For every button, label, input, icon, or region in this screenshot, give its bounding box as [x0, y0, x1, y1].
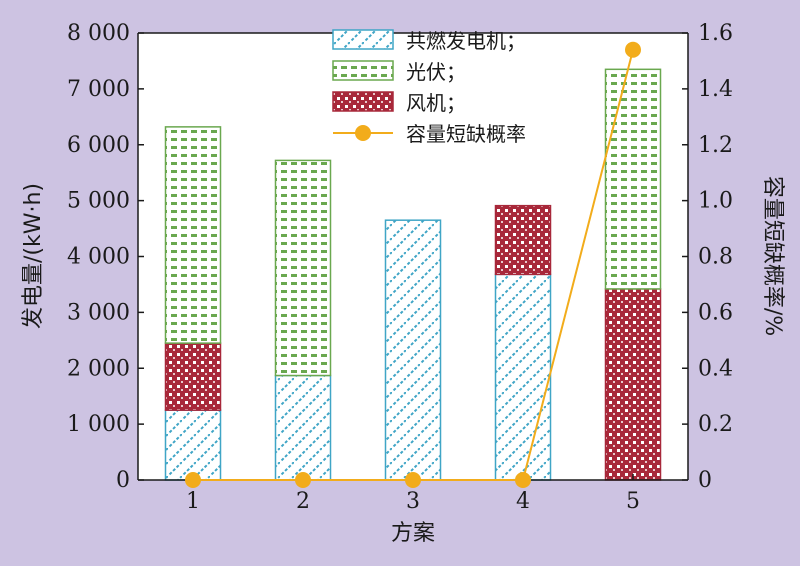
y-axis-right-title: 容量短缺概率/%	[760, 176, 785, 336]
legend-swatch-checker	[332, 91, 394, 112]
bar-diagonal-2	[274, 374, 332, 481]
shortage-point-2	[295, 472, 311, 488]
y-right-tick-label: 1.0	[698, 189, 733, 214]
y-right-tick-label: 0.6	[698, 300, 733, 325]
y-right-tick-label: 0.4	[698, 356, 733, 381]
x-axis-title: 方案	[391, 521, 435, 546]
bar-diagonal-4	[494, 273, 552, 481]
bar-dash-1	[164, 126, 222, 344]
y-left-tick-label: 0	[116, 468, 130, 493]
legend-swatch-diagonal	[332, 29, 394, 50]
bar-diagonal-1	[164, 409, 222, 481]
y-axis-left-title: 发电量/(kW·h)	[21, 183, 46, 329]
legend-label: 容量短缺概率	[406, 122, 526, 146]
legend-swatch-marker	[355, 125, 371, 141]
bar-checker-1	[164, 342, 222, 411]
bar-dash-2	[274, 159, 332, 377]
y-left-tick-label: 3 000	[67, 300, 130, 325]
legend-swatch-dash	[332, 60, 394, 81]
x-tick-label: 2	[296, 489, 310, 514]
y-left-tick-label: 2 000	[67, 356, 130, 381]
bar-checker-5	[604, 288, 662, 481]
axes-layer: 0 0 1 000 0.2 2 000 0.4 3 000 0.6 4 000 0.8 5 000 1…	[67, 21, 733, 514]
y-right-tick-label: 1.4	[698, 77, 733, 102]
bars-layer	[164, 68, 662, 481]
bar-checker-4	[494, 204, 552, 276]
x-tick-label: 1	[186, 489, 200, 514]
shortage-line-layer	[185, 41, 641, 488]
legend-label: 光伏；	[406, 60, 466, 84]
y-left-tick-label: 4 000	[67, 245, 130, 270]
y-right-tick-label: 0.8	[698, 245, 733, 270]
y-left-tick-label: 7 000	[67, 77, 130, 102]
y-right-tick-label: 0.2	[698, 412, 733, 437]
bar-dash-5	[604, 68, 662, 290]
x-tick-label: 3	[406, 489, 420, 514]
legend: 共燃发电机； 光伏； 风机； 容量短缺概率	[332, 29, 526, 146]
y-left-tick-label: 1 000	[67, 412, 130, 437]
shortage-point-5	[625, 41, 641, 58]
y-right-tick-label: 1.6	[698, 21, 733, 46]
legend-label: 共燃发电机；	[406, 29, 526, 53]
x-tick-label: 5	[626, 489, 640, 514]
legend-label: 风机；	[406, 91, 466, 115]
y-right-tick-label: 1.2	[698, 133, 733, 158]
shortage-point-4	[515, 472, 531, 488]
y-left-tick-label: 5 000	[67, 189, 130, 214]
shortage-point-3	[405, 472, 421, 488]
y-right-tick-label: 0	[698, 468, 712, 493]
bar-diagonal-3	[384, 219, 442, 481]
x-tick-label: 4	[516, 489, 530, 514]
shortage-point-1	[185, 472, 201, 488]
y-left-tick-label: 6 000	[67, 133, 130, 158]
y-left-tick-label: 8 000	[67, 21, 130, 46]
